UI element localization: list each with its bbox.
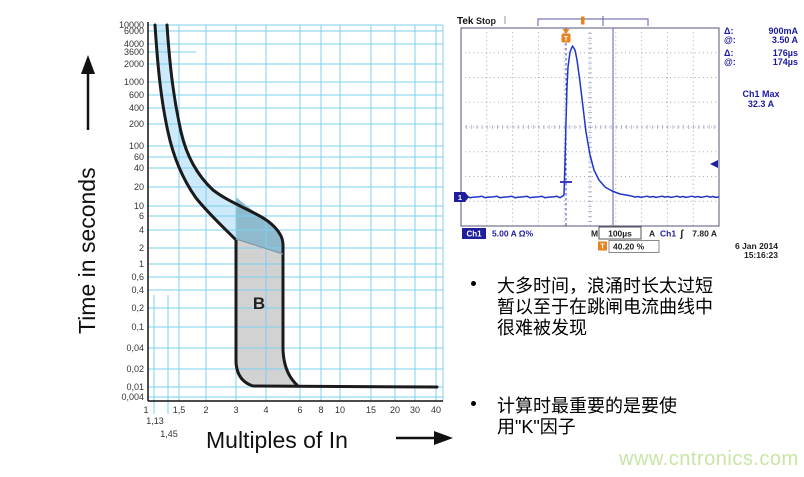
y-tick-label: 0,04 xyxy=(126,343,144,353)
bullet-dot xyxy=(471,281,476,286)
y-tick-label: 4000 xyxy=(124,39,144,49)
svg-text:T: T xyxy=(600,244,605,251)
bullet-1: 大多时间，浪涌时长太过短暂以至于在跳闸电流曲线中很难被发现 xyxy=(497,276,713,338)
trig-pos-icon-box xyxy=(598,241,607,251)
svg-text:@:: @: xyxy=(724,57,736,67)
y-tick-label: 10 xyxy=(134,201,144,211)
x-tick-label: 4 xyxy=(263,405,268,415)
y-tick-label: 0,6 xyxy=(131,272,144,282)
svg-text:Ch1 Max: Ch1 Max xyxy=(742,89,779,99)
svg-text:A: A xyxy=(649,229,655,239)
y-tick-label: 0,1 xyxy=(131,322,144,332)
x-sub-tick-label: 1,45 xyxy=(160,429,178,439)
y-tick-label: 6000 xyxy=(124,26,144,36)
timebase-box xyxy=(598,226,642,240)
scope-date: 6 Jan 2014 xyxy=(735,241,778,251)
y-tick-label: 4 xyxy=(139,225,144,235)
y-tick-label: 6 xyxy=(139,211,144,221)
y-tick-label: 100 xyxy=(129,141,144,151)
trigger-position-tick xyxy=(581,16,585,25)
ch1-badge xyxy=(462,228,486,239)
x-tick-label: 30 xyxy=(410,405,420,415)
y-tick-label: 1000 xyxy=(124,77,144,87)
y-tick-label: 1 xyxy=(139,259,144,269)
y-tick-label: 2 xyxy=(139,243,144,253)
ch1-waveform xyxy=(460,45,720,199)
trigger-slope-icon: ʃ xyxy=(679,229,684,240)
svg-text:32.3 A: 32.3 A xyxy=(748,99,775,109)
trigger-position-marker-icon: T xyxy=(561,29,571,43)
svg-text:T: T xyxy=(564,36,569,43)
tick-labels: 1000060004000360020001000600400200100604… xyxy=(119,20,441,439)
record-position-bracket xyxy=(537,16,649,26)
svg-text:174µs: 174µs xyxy=(773,57,798,67)
svg-text:1: 1 xyxy=(458,193,462,202)
chart-grid xyxy=(148,24,444,414)
lower-trip-curve xyxy=(153,23,439,389)
measurement-panel: Δ: 900mA @: 3.50 A Δ: 176µs @: 174µs Ch1… xyxy=(724,26,798,109)
x-tick-label: 3 xyxy=(233,405,238,415)
svg-text:40.20 %: 40.20 % xyxy=(613,242,645,252)
scope-readout-row: Ch1 5.00 A Ω% M 100µs A Ch1 ʃ 7.80 A T 4… xyxy=(462,226,778,260)
ch1-ground-marker: 1 xyxy=(454,192,469,202)
svg-text:100µs: 100µs xyxy=(608,229,632,239)
up-arrow-icon xyxy=(81,55,95,130)
y-tick-label: 20 xyxy=(134,182,144,192)
x-tick-label: 1 xyxy=(143,405,148,415)
x-axis-title: Multiples of In xyxy=(206,427,348,453)
y-tick-label: 0,2 xyxy=(131,303,144,313)
x-tick-label: 10 xyxy=(335,405,345,415)
svg-text:Δ:: Δ: xyxy=(724,48,733,58)
svg-text:7.80 A: 7.80 A xyxy=(692,229,717,239)
scope-time: 15:16:23 xyxy=(744,250,778,260)
y-tick-label: 0,01 xyxy=(126,382,144,392)
x-tick-label: 1,5 xyxy=(173,405,186,415)
y-tick-label: 200 xyxy=(129,119,144,129)
y-tick-label: 3600 xyxy=(124,47,144,57)
y-tick-label: 0,004 xyxy=(121,392,144,402)
y-tick-label: 0,02 xyxy=(126,364,144,374)
trig-pos-box xyxy=(608,240,660,253)
x-tick-label: 2 xyxy=(203,405,208,415)
y-tick-label: 400 xyxy=(129,103,144,113)
x-tick-label: 15 xyxy=(366,405,376,415)
svg-text:Δ:: Δ: xyxy=(724,26,733,36)
band-zone-divider xyxy=(235,238,284,255)
watermark: www.cntronics.com xyxy=(619,448,799,470)
svg-text:Ch1: Ch1 xyxy=(466,230,482,239)
y-axis-title: Time in seconds xyxy=(74,167,100,334)
y-tick-label: 2000 xyxy=(124,59,144,69)
y-tick-label: 0,4 xyxy=(131,285,144,295)
scope-status: Stop xyxy=(476,16,496,26)
scope-brand: Tek xyxy=(457,16,474,27)
curve-class-label: B xyxy=(253,294,265,313)
oscilloscope-screenshot: Tek Stop T 1 Δ: 900m xyxy=(454,16,798,260)
y-tick-label: 40 xyxy=(134,163,144,173)
bullet-2: 计算时最重要的是要使用"K"因子 xyxy=(497,396,677,437)
svg-text:3.50 A: 3.50 A xyxy=(772,35,799,45)
svg-text:@:: @: xyxy=(724,35,736,45)
x-tick-label: 6 xyxy=(297,405,302,415)
x-tick-label: 8 xyxy=(318,405,323,415)
trip-curve-lines xyxy=(153,23,439,389)
svg-text:900mA: 900mA xyxy=(768,26,798,36)
y-tick-label: 600 xyxy=(129,90,144,100)
y-tick-label: 60 xyxy=(134,152,144,162)
x-sub-tick-label: 1,13 xyxy=(146,416,164,426)
bullet-dot xyxy=(471,401,476,406)
x-tick-label: 40 xyxy=(431,405,441,415)
y-tick-label: 10000 xyxy=(119,20,144,30)
x-tick-label: 20 xyxy=(390,405,400,415)
svg-text:176µs: 176µs xyxy=(773,48,798,58)
trigger-level-arrow-icon xyxy=(710,160,718,168)
svg-text:M: M xyxy=(591,229,598,239)
right-arrow-icon xyxy=(396,431,453,445)
svg-text:5.00 A Ω%: 5.00 A Ω% xyxy=(492,229,534,239)
trip-curve-chart: 1000060004000360020001000600400200100604… xyxy=(74,20,453,453)
svg-text:Ch1: Ch1 xyxy=(660,229,676,239)
upper-trip-curve xyxy=(165,23,299,387)
